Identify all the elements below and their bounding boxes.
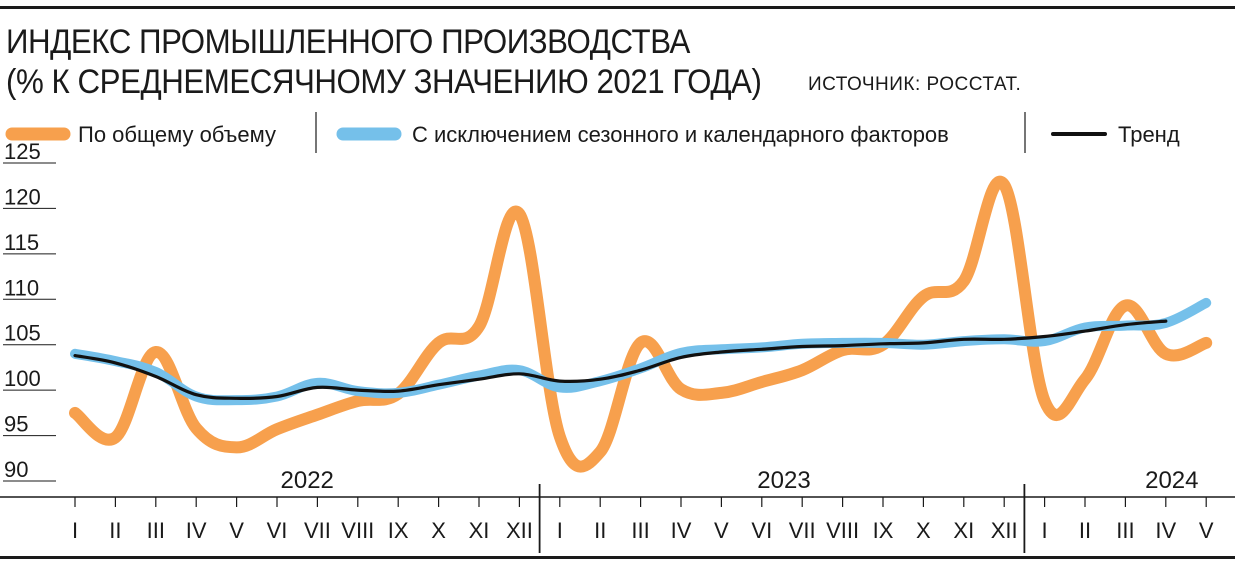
x-tick-label-23: XI — [953, 518, 974, 543]
x-tick-label-25: I — [1042, 518, 1048, 543]
year-label-2022: 2022 — [281, 467, 334, 494]
x-tick-label-5: V — [229, 518, 244, 543]
x-tick-label-6: VI — [267, 518, 288, 543]
x-tick-label-1: I — [72, 518, 78, 543]
x-axis: I II III IV V VI VII VIII IX X XI XII I II III IV V VI VII… — [0, 467, 1235, 553]
source-note: ИСТОЧНИК: РОССТАТ. — [808, 74, 1022, 95]
y-tick-label-90: 90 — [4, 457, 28, 482]
y-axis: 90 95 100 105 110 115 120 125 — [3, 139, 56, 482]
x-tick-label-14: II — [594, 518, 606, 543]
x-tick-label-20: VIII — [826, 518, 859, 543]
x-tick-label-26: II — [1079, 518, 1091, 543]
x-tick-label-17: V — [714, 518, 729, 543]
x-tick-label-18: VI — [751, 518, 772, 543]
y-tick-label-115: 115 — [4, 230, 39, 255]
x-tick-label-10: X — [431, 518, 446, 543]
series-layer — [69, 175, 1213, 473]
year-label-2023: 2023 — [757, 467, 810, 494]
x-tick-label-7: VII — [304, 518, 331, 543]
x-tick-label-28: IV — [1155, 518, 1176, 543]
y-tick-label-125: 125 — [4, 139, 41, 164]
chart-title-line2: (% К СРЕДНЕМЕСЯЧНОМУ ЗНАЧЕНИЮ 2021 ГОДА) — [6, 63, 762, 101]
x-tick-label-2: II — [109, 518, 121, 543]
x-tick-label-13: I — [557, 518, 563, 543]
x-tick-label-8: VIII — [341, 518, 374, 543]
y-tick-label-100: 100 — [4, 366, 41, 391]
x-tick-label-11: XI — [469, 518, 490, 543]
legend: По общему объему С исключением сезонного … — [5, 112, 1180, 153]
x-tick-label-22: X — [916, 518, 931, 543]
year-label-2024: 2024 — [1145, 467, 1198, 494]
y-tick-label-110: 110 — [4, 275, 39, 300]
x-tick-label-15: III — [631, 518, 649, 543]
x-tick-label-24: XII — [991, 518, 1018, 543]
x-tick-label-27: III — [1116, 518, 1134, 543]
x-tick-label-3: III — [147, 518, 165, 543]
x-tick-label-19: VII — [789, 518, 816, 543]
series-trend-line — [73, 319, 1168, 401]
x-tick-label-4: IV — [186, 518, 207, 543]
x-tick-label-12: XII — [506, 518, 533, 543]
y-tick-label-105: 105 — [4, 321, 41, 346]
chart-title-line1: ИНДЕКС ПРОМЫШЛЕННОГО ПРОИЗВОДСТВА — [6, 23, 690, 61]
bottom-rule — [0, 556, 1235, 559]
x-tick-label-16: IV — [671, 518, 692, 543]
legend-label-2: С исключением сезонного и календарного ф… — [412, 122, 949, 147]
series-total-volume-line — [69, 175, 1213, 473]
y-tick-label-95: 95 — [4, 412, 28, 437]
x-tick-label-9: IX — [388, 518, 409, 543]
legend-label-1: По общему объему — [78, 122, 276, 147]
x-tick-label-29: V — [1199, 518, 1214, 543]
legend-label-3: Тренд — [1118, 122, 1180, 147]
x-tick-label-21: IX — [873, 518, 894, 543]
y-tick-label-120: 120 — [4, 184, 41, 209]
top-rule — [0, 6, 1235, 9]
